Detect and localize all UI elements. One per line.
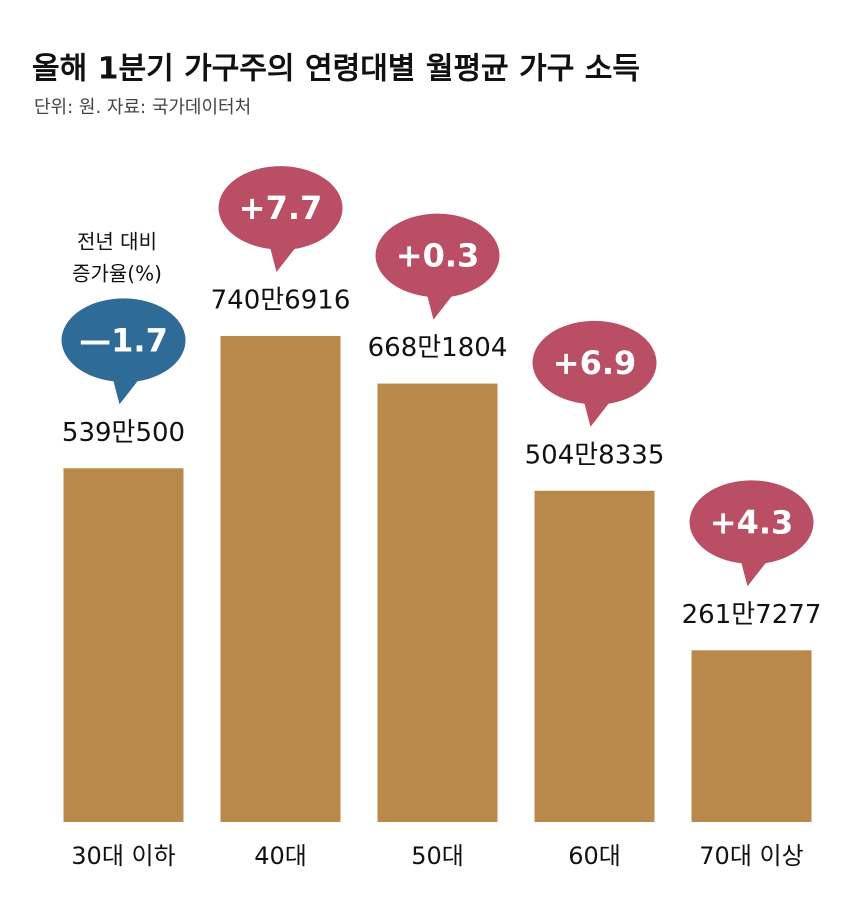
value-label: 261만7277 [682, 600, 822, 630]
bar [534, 490, 655, 822]
growth-label: +7.7 [239, 189, 323, 227]
chart-subtitle: 단위: 원. 자료: 국가데이터처 [34, 97, 251, 118]
value-label: 504만8335 [525, 440, 665, 470]
bar [63, 468, 184, 822]
x-tick-label: 30대 이하 [71, 842, 175, 870]
x-tick-label: 60대 [568, 842, 621, 870]
growth-bubble [61, 298, 186, 405]
growth-bubble [218, 166, 343, 272]
growth-caption: 전년 대비 [77, 230, 157, 254]
bar [220, 336, 341, 822]
value-label: 668만1804 [368, 333, 508, 363]
value-label: 740만6916 [211, 286, 351, 316]
growth-label: +6.9 [553, 344, 637, 382]
bar [691, 650, 812, 822]
growth-caption: 증가율(%) [72, 262, 162, 286]
growth-bubble [689, 480, 814, 587]
growth-label: —1.7 [79, 321, 168, 359]
growth-label: +4.3 [710, 503, 794, 541]
value-label: 539만500 [62, 418, 185, 448]
bar [377, 383, 498, 822]
x-tick-label: 40대 [254, 842, 307, 870]
growth-label: +0.3 [396, 237, 480, 275]
growth-bubble [375, 213, 500, 320]
x-tick-label: 50대 [411, 842, 464, 870]
chart-title: 올해 1분기 가구주의 연령대별 월평균 가구 소득 [32, 52, 640, 87]
x-tick-label: 70대 이상 [699, 842, 803, 870]
growth-bubble [532, 320, 657, 427]
